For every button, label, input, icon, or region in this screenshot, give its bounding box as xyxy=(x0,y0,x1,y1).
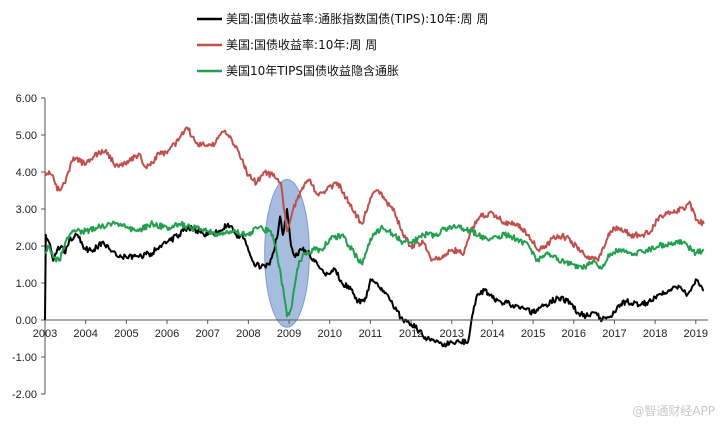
x-tick-label: 2017 xyxy=(602,328,626,340)
y-tick-label: 6.00 xyxy=(16,93,37,105)
x-axis: 2003 2004 2005 2006 2007 2008 2009 2010 2011 2012… xyxy=(33,319,708,340)
y-tick-label: 5.00 xyxy=(16,130,37,142)
series-line-breakeven xyxy=(44,220,705,318)
legend-item-tips: 美国:国债收益率:通胀指数国债(TIPS):10年:周 周 xyxy=(197,11,488,26)
series-line-10y xyxy=(44,126,705,262)
x-tick-label: 2018 xyxy=(643,328,667,340)
x-tick-label: 2011 xyxy=(359,328,383,340)
y-axis: 6.00 5.00 4.00 3.00 2.00 1.00 0.00 -1.00 -2.00 xyxy=(12,93,46,401)
watermark: @智通财经APP xyxy=(632,404,715,418)
x-tick-label: 2010 xyxy=(317,328,341,340)
legend-item-breakeven: 美国10年TIPS国债收益隐含通胀 xyxy=(197,63,399,78)
x-tick-label: 2014 xyxy=(480,328,504,340)
x-tick-label: 2009 xyxy=(277,328,301,340)
x-tick-label: 2008 xyxy=(236,328,260,340)
y-tick-label: 3.00 xyxy=(16,204,37,216)
series-lines xyxy=(44,126,705,348)
x-tick-label: 2013 xyxy=(440,328,464,340)
y-tick-label: -2.00 xyxy=(12,389,37,401)
x-tick-label: 2015 xyxy=(521,328,545,340)
x-tick-label: 2006 xyxy=(155,328,179,340)
x-tick-label: 2016 xyxy=(562,328,586,340)
y-tick-label: 0.00 xyxy=(16,315,37,327)
y-tick-label: 4.00 xyxy=(16,167,37,179)
legend-label-tips: 美国:国债收益率:通胀指数国债(TIPS):10年:周 周 xyxy=(226,11,488,26)
x-tick-label: 2012 xyxy=(399,328,423,340)
series-line-tips xyxy=(44,208,705,348)
y-tick-label: 2.00 xyxy=(16,241,37,253)
x-tick-label: 2005 xyxy=(114,328,138,340)
legend-label-breakeven: 美国10年TIPS国债收益隐含通胀 xyxy=(226,63,399,78)
x-tick-label: 2019 xyxy=(684,328,708,340)
y-tick-label: 1.00 xyxy=(16,278,37,290)
x-tick-label: 2004 xyxy=(73,328,97,340)
legend-item-10y: 美国:国债收益率:10年:周 周 xyxy=(197,37,377,52)
x-tick-label: 2007 xyxy=(195,328,219,340)
legend: 美国:国债收益率:通胀指数国债(TIPS):10年:周 周 美国:国债收益率:1… xyxy=(197,11,488,78)
x-tick-label: 2003 xyxy=(33,328,57,340)
y-tick-label: -1.00 xyxy=(12,352,37,364)
legend-label-10y: 美国:国债收益率:10年:周 周 xyxy=(226,37,377,52)
